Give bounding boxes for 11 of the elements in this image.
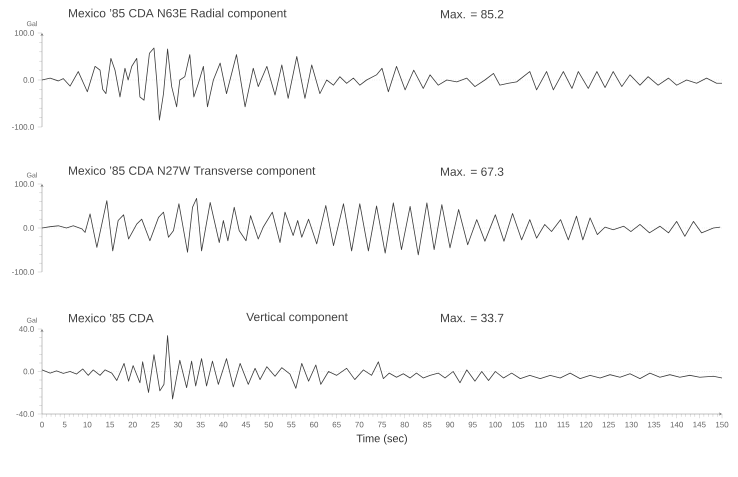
line-series <box>42 198 721 256</box>
text: Max. = 85.2 <box>440 10 504 18</box>
chart-title: Mexico ’85 CDA <box>69 314 154 322</box>
text: Max. = 33.7 <box>440 314 504 322</box>
chart-title: Mexico ’85 CDA N27W Transverse component <box>69 166 316 178</box>
text: Max. = 67.3 <box>440 167 504 176</box>
chart-title: Mexico ’85 CDA N63E Radial component <box>69 8 287 20</box>
line-series <box>42 48 722 120</box>
chart-subtitle: Vertical component <box>246 312 348 324</box>
line-series <box>42 335 722 400</box>
x-axis-title: Time (sec) <box>356 434 407 444</box>
